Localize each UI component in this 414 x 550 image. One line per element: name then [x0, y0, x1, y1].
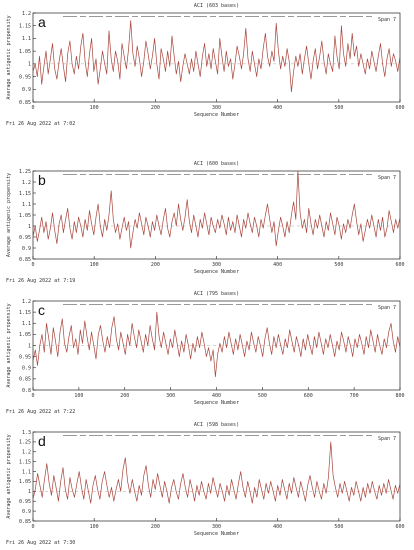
antigenic-propensity-line: [32, 170, 401, 249]
y-tick-label: 1.1: [22, 202, 31, 208]
x-axis-label: Sequence Number: [194, 531, 239, 537]
y-axis-label: Average antigenic propensity: [6, 173, 12, 257]
y-tick-label: 1.05: [19, 479, 31, 485]
x-tick-label: 800: [395, 393, 404, 399]
y-tick-label: 0.95: [19, 354, 31, 360]
x-tick-label: 500: [258, 393, 267, 399]
span-label: Span 7: [378, 17, 396, 23]
x-tick-label: 600: [395, 262, 404, 268]
x-tick-label: 200: [120, 393, 129, 399]
timestamp: Fri 26 Aug 2022 at 7:30: [6, 540, 75, 546]
x-tick-label: 300: [212, 262, 221, 268]
y-tick-label: 1.15: [19, 459, 31, 465]
y-tick-label: 0.95: [19, 499, 31, 505]
y-tick-label: 1.15: [19, 310, 31, 316]
y-tick-label: 1.2: [22, 299, 31, 305]
y-tick-label: 1: [28, 224, 31, 230]
span-label: Span 7: [378, 436, 396, 442]
x-tick-label: 600: [395, 105, 404, 111]
y-axis-label: Average antigenic propensity: [6, 15, 12, 99]
x-tick-label: 100: [90, 262, 99, 268]
x-tick-label: 0: [31, 105, 34, 111]
x-tick-label: 400: [212, 393, 221, 399]
x-tick-label: 200: [151, 524, 160, 530]
x-tick-label: 500: [334, 262, 343, 268]
y-tick-label: 1: [28, 489, 31, 495]
x-tick-label: 400: [273, 105, 282, 111]
antigenic-propensity-line: [32, 20, 401, 93]
y-tick-label: 1.2: [22, 450, 31, 456]
x-tick-label: 700: [350, 393, 359, 399]
chart-title: ACI (795 bases): [194, 291, 239, 297]
y-tick-label: 0.85: [19, 519, 31, 525]
x-tick-label: 200: [151, 262, 160, 268]
y-tick-label: 1.15: [19, 191, 31, 197]
x-tick-label: 200: [151, 105, 160, 111]
y-tick-label: 0.95: [19, 74, 31, 80]
y-tick-label: 0.9: [22, 509, 31, 515]
timestamp: Fri 26 Aug 2022 at 7:19: [6, 278, 75, 284]
span-label: Span 7: [378, 175, 396, 181]
x-axis-label: Sequence Number: [194, 400, 239, 406]
y-tick-label: 0.95: [19, 235, 31, 241]
y-tick-label: 1: [28, 62, 31, 68]
x-tick-label: 300: [212, 524, 221, 530]
y-tick-label: 1.2: [22, 180, 31, 186]
plot-frame: [32, 431, 401, 522]
chart-title: ACI (600 bases): [194, 161, 239, 167]
x-tick-label: 600: [304, 393, 313, 399]
y-tick-label: 1.1: [22, 321, 31, 327]
x-tick-label: 0: [31, 393, 34, 399]
y-tick-label: 1.25: [19, 440, 31, 446]
x-tick-label: 100: [90, 524, 99, 530]
y-tick-label: 1.1: [22, 469, 31, 475]
x-tick-label: 0: [31, 262, 34, 268]
y-axis-label: Average antigenic propensity: [6, 434, 12, 518]
x-tick-label: 0: [31, 524, 34, 530]
panel-letter: b: [38, 172, 46, 188]
y-tick-label: 0.9: [22, 366, 31, 372]
panel-letter: a: [38, 14, 46, 30]
x-tick-label: 300: [212, 105, 221, 111]
timestamp: Fri 26 Aug 2022 at 7:02: [6, 121, 75, 127]
x-axis-label: Sequence Number: [194, 112, 239, 118]
y-tick-label: 0.85: [19, 100, 31, 106]
x-tick-label: 400: [273, 524, 282, 530]
plot-frame: [32, 170, 401, 260]
y-tick-label: 0.8: [22, 388, 31, 394]
antigenic-propensity-line: [32, 311, 401, 378]
y-tick-label: 1.1: [22, 36, 31, 42]
y-tick-label: 1.25: [19, 169, 31, 175]
y-tick-label: 0.85: [19, 377, 31, 383]
x-tick-label: 600: [395, 524, 404, 530]
y-tick-label: 1.2: [22, 11, 31, 17]
x-tick-label: 100: [74, 393, 83, 399]
y-tick-label: 1.05: [19, 332, 31, 338]
plot-frame: [32, 12, 401, 103]
span-label: Span 7: [378, 305, 396, 311]
y-tick-label: 1.15: [19, 24, 31, 30]
y-tick-label: 1: [28, 343, 31, 349]
y-axis-label: Average antigenic propensity: [6, 303, 12, 387]
panel-letter: d: [38, 433, 46, 449]
y-tick-label: 1.3: [22, 430, 31, 436]
y-tick-label: 0.9: [22, 246, 31, 252]
x-tick-label: 100: [90, 105, 99, 111]
y-tick-label: 0.9: [22, 87, 31, 93]
panel-letter: c: [38, 302, 45, 318]
y-tick-label: 1.05: [19, 213, 31, 219]
x-tick-label: 300: [166, 393, 175, 399]
y-tick-label: 1.05: [19, 49, 31, 55]
chart-title: ACI (598 bases): [194, 422, 239, 428]
x-tick-label: 400: [273, 262, 282, 268]
timestamp: Fri 26 Aug 2022 at 7:22: [6, 409, 75, 415]
x-tick-label: 500: [334, 524, 343, 530]
antigenic-propensity-line: [32, 441, 401, 504]
chart-title: ACI (603 bases): [194, 3, 239, 9]
x-axis-label: Sequence Number: [194, 269, 239, 275]
x-tick-label: 500: [334, 105, 343, 111]
y-tick-label: 0.85: [19, 257, 31, 263]
